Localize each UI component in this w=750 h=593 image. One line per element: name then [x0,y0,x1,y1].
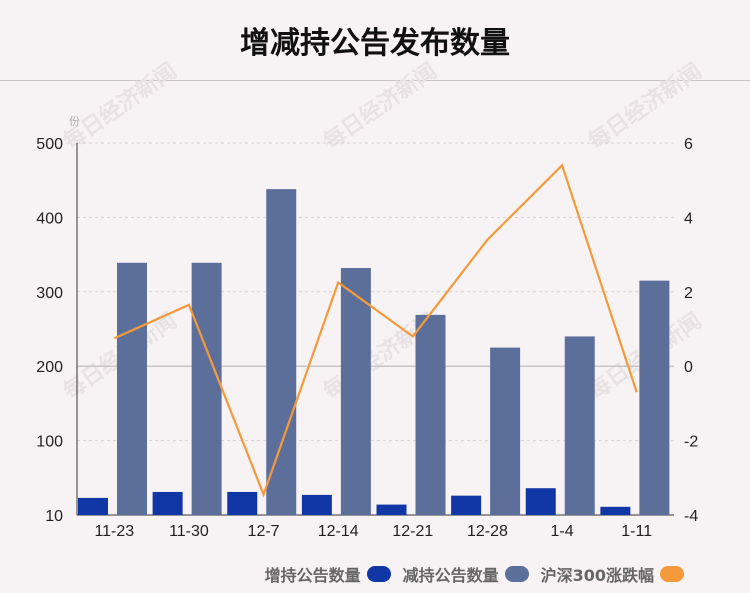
bar-increase [301,494,332,515]
bar-increase [152,491,183,515]
bar-decrease [266,189,297,516]
legend: 增持公告数量 减持公告数量 沪深300涨跌幅 [259,562,684,586]
watermark-1: 每日经济新闻 [319,58,442,155]
line-index-series [113,163,638,498]
y-tick-label-right: 4 [684,210,693,227]
bar-decrease [415,314,446,515]
legend-item-index: 沪深300涨跌幅 [541,562,684,586]
y-tick-label-left: 100 [36,434,63,451]
y-tick-label-left: 500 [36,136,63,153]
y-tick-label-left: 200 [36,359,63,376]
y-tick-label-right: 6 [684,136,693,153]
bar-decrease [117,262,147,515]
bar-increase [227,491,258,515]
y-tick-label-left: 400 [36,210,63,227]
watermark-0: 每日经济新闻 [59,58,182,155]
bar-increase [376,504,407,515]
legend-item-decrease: 减持公告数量 [403,562,529,586]
legend-label-index: 沪深300涨跌幅 [540,566,654,585]
bar-decrease [340,267,371,515]
x-tick-label: 1-11 [621,523,652,540]
x-tick-label: 12-14 [318,523,359,540]
legend-item-increase: 增持公告数量 [265,562,391,586]
x-tick-label: 11-30 [169,523,209,540]
title-bar [0,0,750,81]
y-tick-label-left: 10 [45,508,63,525]
y-tick-label-left: 300 [36,285,63,302]
bar-increase [451,495,482,515]
y-tick-label-right: -4 [684,508,698,525]
y-tick-label-right: 2 [684,285,693,302]
legend-swatch-decrease [504,566,529,582]
bar-increase [525,488,556,515]
legend-swatch-increase [366,566,391,582]
x-tick-label: 12-21 [392,523,433,540]
y-tick-label-right: 0 [684,359,693,376]
legend-label-increase: 增持公告数量 [264,566,361,585]
bar-increase [600,506,631,515]
legend-swatch-index [660,566,684,582]
bar-decrease [191,262,222,515]
x-tick-label: 12-28 [467,523,508,540]
y-tick-label-right: -2 [684,434,698,451]
x-tick-label: 12-7 [248,523,280,540]
bar-decrease [564,336,595,515]
bar-increase [78,497,108,515]
chart-title: 增减持公告发布数量 [240,26,510,61]
x-tick-label: 11-23 [94,523,134,540]
bar-decrease [490,347,521,515]
chart-area: 每日经济新闻每日经济新闻每日经济新闻每日经济新闻每日经济新闻每日经济新闻10-4… [36,58,706,540]
x-tick-label: 1-4 [551,523,574,540]
legend-label-decrease: 减持公告数量 [402,566,499,585]
bar-decrease [639,280,670,515]
y-axis-unit-label: 份 [69,115,80,128]
